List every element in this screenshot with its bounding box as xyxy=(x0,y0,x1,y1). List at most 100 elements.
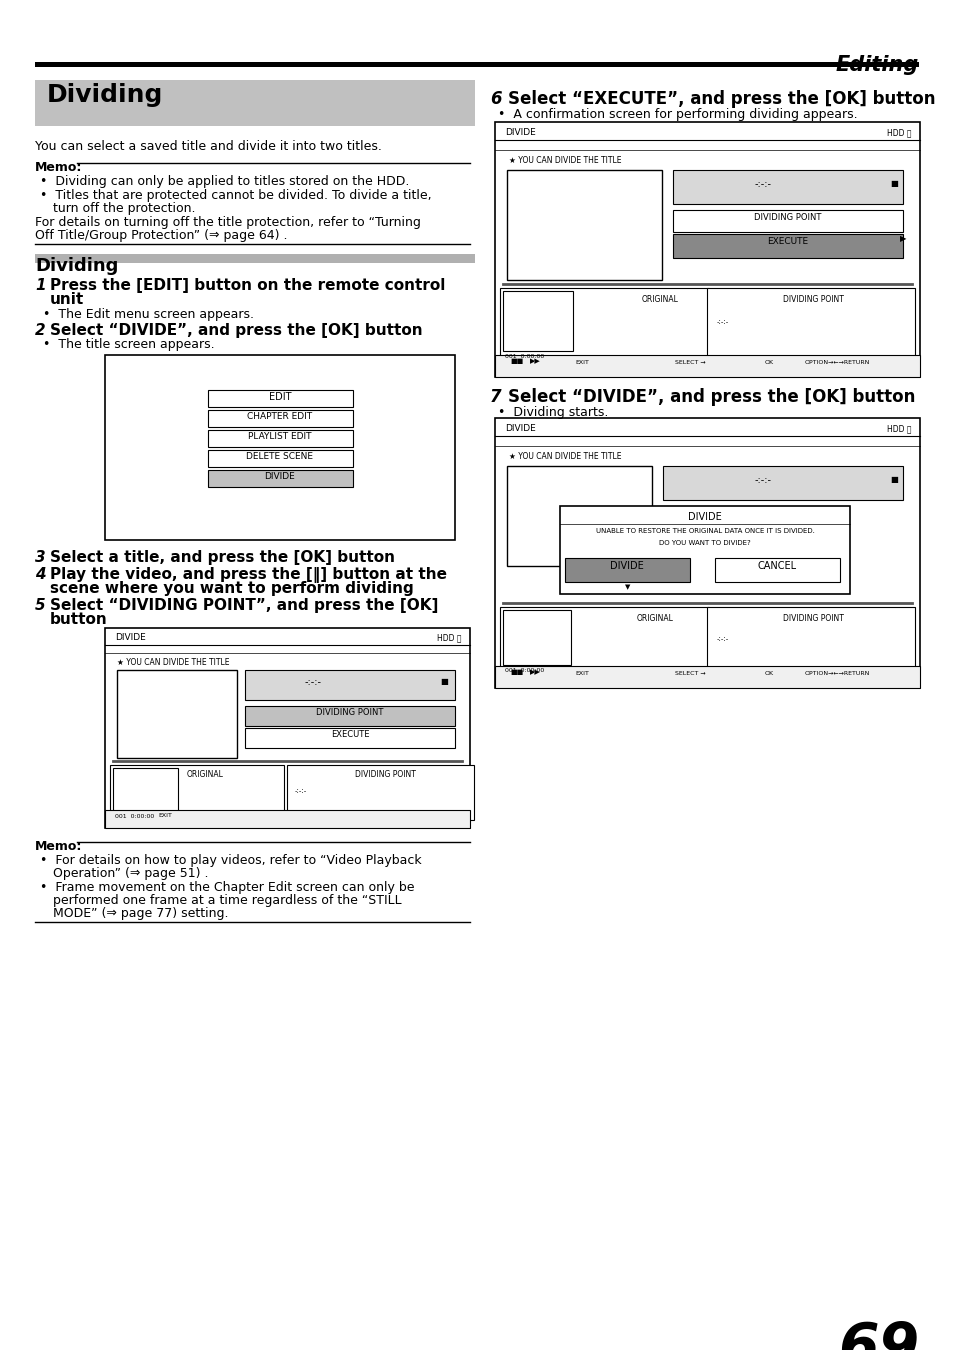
Text: EXECUTE: EXECUTE xyxy=(331,730,369,738)
Text: For details on turning off the title protection, refer to “Turning: For details on turning off the title pro… xyxy=(35,216,420,230)
Bar xyxy=(672,234,902,258)
Text: ■■: ■■ xyxy=(510,670,522,675)
Text: SELECT →: SELECT → xyxy=(675,360,705,365)
Text: -:-:-: -:-:- xyxy=(754,475,771,485)
Text: unit: unit xyxy=(50,292,84,306)
Text: OK: OK xyxy=(764,671,773,676)
Text: Select “DIVIDE”, and press the [OK] button: Select “DIVIDE”, and press the [OK] butt… xyxy=(50,323,422,338)
Text: Memo:: Memo: xyxy=(35,840,82,853)
Text: turn off the protection.: turn off the protection. xyxy=(53,202,195,215)
Bar xyxy=(245,670,455,701)
Text: Play the video, and press the [‖] button at the: Play the video, and press the [‖] button… xyxy=(50,567,447,583)
Text: DIVIDING POINT: DIVIDING POINT xyxy=(754,213,821,221)
Text: OPTION→←→RETURN: OPTION→←→RETURN xyxy=(804,671,869,676)
Text: ORIGINAL: ORIGINAL xyxy=(636,614,673,622)
Text: -:-:-: -:-:- xyxy=(717,319,728,325)
Text: ■: ■ xyxy=(889,180,897,188)
Text: ■: ■ xyxy=(889,475,897,485)
Text: •  Dividing can only be applied to titles stored on the HDD.: • Dividing can only be applied to titles… xyxy=(40,176,409,188)
Text: Select “DIVIDING POINT”, and press the [OK]: Select “DIVIDING POINT”, and press the [… xyxy=(50,598,438,613)
Bar xyxy=(245,706,455,726)
Text: ★ YOU CAN DIVIDE THE TITLE: ★ YOU CAN DIVIDE THE TITLE xyxy=(509,452,620,460)
Text: PLAYLIST EDIT: PLAYLIST EDIT xyxy=(248,432,312,441)
Bar xyxy=(105,810,470,828)
Text: 001  0:00:00: 001 0:00:00 xyxy=(504,354,543,359)
Text: Press the [EDIT] button on the remote control: Press the [EDIT] button on the remote co… xyxy=(50,278,445,293)
Text: DIVIDE: DIVIDE xyxy=(115,633,146,643)
Bar xyxy=(208,470,353,487)
Bar xyxy=(117,670,236,757)
Text: -:-:-: -:-:- xyxy=(717,636,728,643)
Text: Editing: Editing xyxy=(835,55,918,76)
Text: MODE” (⇒ page 77) setting.: MODE” (⇒ page 77) setting. xyxy=(53,907,229,919)
Text: OK: OK xyxy=(764,360,773,365)
Text: DELETE SCENE: DELETE SCENE xyxy=(246,452,314,460)
Text: ★ YOU CAN DIVIDE THE TITLE: ★ YOU CAN DIVIDE THE TITLE xyxy=(117,657,230,667)
Bar xyxy=(672,211,902,232)
Text: ▼: ▼ xyxy=(624,585,630,590)
Text: DIVIDING POINT: DIVIDING POINT xyxy=(316,707,383,717)
Text: CHAPTER EDIT: CHAPTER EDIT xyxy=(247,412,313,421)
Text: EXIT: EXIT xyxy=(158,813,172,818)
Text: 5: 5 xyxy=(35,598,46,613)
Text: ORIGINAL: ORIGINAL xyxy=(640,296,678,304)
Text: •  A confirmation screen for performing dividing appears.: • A confirmation screen for performing d… xyxy=(497,108,857,122)
Bar xyxy=(564,558,689,582)
Bar xyxy=(495,122,919,377)
Text: -:-:-: -:-:- xyxy=(754,180,771,189)
Bar xyxy=(105,355,455,540)
Text: DIVIDE: DIVIDE xyxy=(687,512,721,522)
Text: Memo:: Memo: xyxy=(35,161,82,174)
Bar xyxy=(559,506,849,594)
Bar xyxy=(714,558,840,582)
Text: Select “DIVIDE”, and press the [OK] button: Select “DIVIDE”, and press the [OK] butt… xyxy=(507,387,915,406)
Bar xyxy=(245,728,455,748)
Text: DIVIDE: DIVIDE xyxy=(504,128,536,136)
Bar xyxy=(208,410,353,427)
Bar xyxy=(706,608,914,670)
Bar xyxy=(208,390,353,406)
Text: 1: 1 xyxy=(35,278,46,293)
Text: •  Dividing starts.: • Dividing starts. xyxy=(497,406,608,418)
Text: DIVIDE: DIVIDE xyxy=(264,472,295,481)
Bar xyxy=(506,466,651,566)
Bar xyxy=(499,608,708,670)
Text: •  The Edit menu screen appears.: • The Edit menu screen appears. xyxy=(43,308,253,321)
Text: Select “EXECUTE”, and press the [OK] button: Select “EXECUTE”, and press the [OK] but… xyxy=(507,90,935,108)
Bar xyxy=(35,254,475,263)
Text: Operation” (⇒ page 51) .: Operation” (⇒ page 51) . xyxy=(53,867,209,880)
Bar xyxy=(502,292,573,351)
Bar xyxy=(672,170,902,204)
Bar xyxy=(499,288,708,358)
Text: EXECUTE: EXECUTE xyxy=(766,238,808,246)
Text: EXIT: EXIT xyxy=(575,671,588,676)
Text: EXIT: EXIT xyxy=(575,360,588,365)
Bar xyxy=(287,765,474,819)
Text: ▶▶: ▶▶ xyxy=(530,670,540,675)
Text: •  Frame movement on the Chapter Edit screen can only be: • Frame movement on the Chapter Edit scr… xyxy=(40,882,414,894)
Text: DO YOU WANT TO DIVIDE?: DO YOU WANT TO DIVIDE? xyxy=(659,540,750,545)
Text: 3: 3 xyxy=(35,549,46,566)
Text: -:-:-: -:-:- xyxy=(294,788,307,794)
Text: •  Titles that are protected cannot be divided. To divide a title,: • Titles that are protected cannot be di… xyxy=(40,189,431,202)
Text: ■■: ■■ xyxy=(510,358,522,364)
Text: -:-:-: -:-:- xyxy=(305,676,322,687)
Text: 7: 7 xyxy=(490,387,501,406)
Bar xyxy=(662,466,902,500)
Bar xyxy=(506,170,661,279)
Bar xyxy=(112,768,178,813)
Text: scene where you want to perform dividing: scene where you want to perform dividing xyxy=(50,580,414,595)
Text: You can select a saved title and divide it into two titles.: You can select a saved title and divide … xyxy=(35,140,381,153)
Text: SELECT →: SELECT → xyxy=(675,671,705,676)
Text: DIVIDING POINT: DIVIDING POINT xyxy=(355,769,415,779)
Text: OPTION→←→RETURN: OPTION→←→RETURN xyxy=(804,360,869,365)
Bar xyxy=(208,431,353,447)
Text: Dividing: Dividing xyxy=(35,256,118,275)
Text: HDD Ⓞ: HDD Ⓞ xyxy=(886,128,911,136)
Text: 001  0:00:00: 001 0:00:00 xyxy=(115,814,154,819)
Text: HDD Ⓞ: HDD Ⓞ xyxy=(437,633,461,643)
Text: ★ YOU CAN DIVIDE THE TITLE: ★ YOU CAN DIVIDE THE TITLE xyxy=(509,157,620,165)
Bar xyxy=(495,418,919,688)
Text: •  For details on how to play videos, refer to “Video Playback: • For details on how to play videos, ref… xyxy=(40,855,421,867)
Text: UNABLE TO RESTORE THE ORIGINAL DATA ONCE IT IS DIVIDED.: UNABLE TO RESTORE THE ORIGINAL DATA ONCE… xyxy=(595,528,814,535)
